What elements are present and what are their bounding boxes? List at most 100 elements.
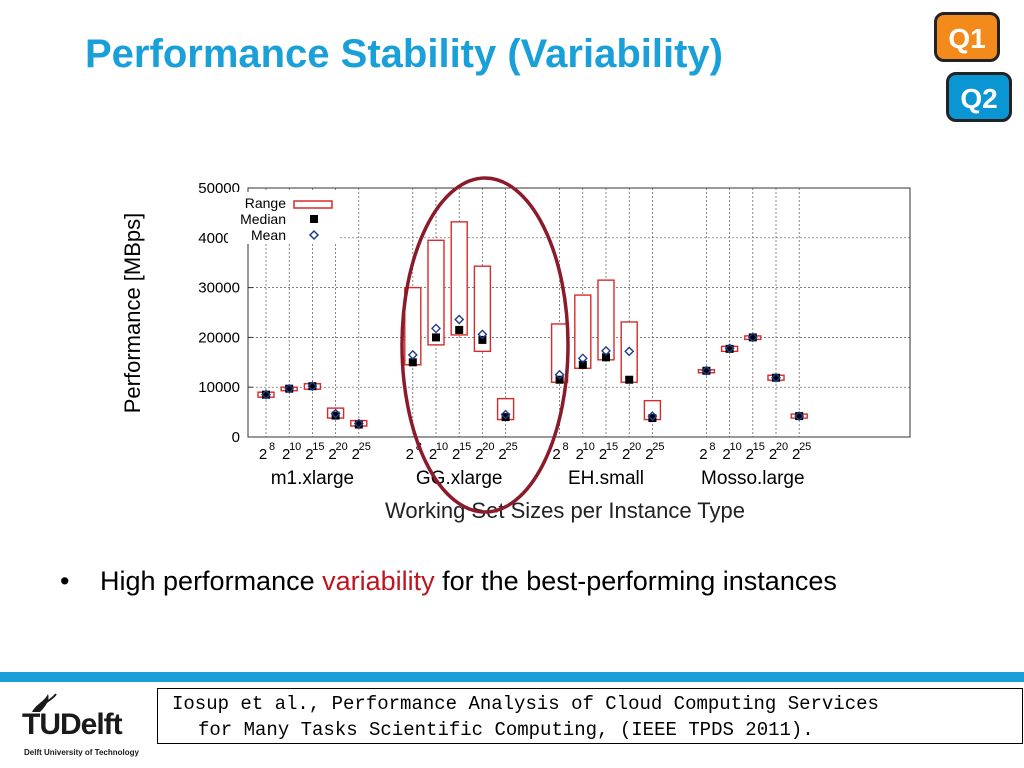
y-axis-label: Performance [MBps] [120,213,145,414]
median-marker [501,413,510,422]
x-size-exponent: 8 [563,441,569,453]
mean-marker [307,381,318,392]
x-size-exponent: 25 [652,441,664,453]
group-label: m1.xlarge [271,468,354,489]
x-size-label: 2 [259,446,267,463]
median-marker [795,412,804,421]
x-size-label: 2 [599,446,607,463]
q1-badge[interactable]: Q1 [934,12,1000,62]
chart-legend: Range Median Mean [228,192,338,244]
x-size-exponent: 25 [359,441,371,453]
q2-badge[interactable]: Q2 [946,72,1012,122]
mean-marker [701,365,712,376]
x-size-label: 2 [452,446,460,463]
x-size-label: 2 [328,446,336,463]
range-box [574,294,592,369]
x-size-label: 2 [769,446,777,463]
median-marker [455,325,464,334]
median-marker [702,366,711,375]
mean-marker [353,418,364,429]
reference-box: Iosup et al., Performance Analysis of Cl… [157,688,1023,744]
mean-marker [407,349,418,360]
mean-marker [647,411,658,422]
x-size-exponent: 15 [753,441,765,453]
median-marker [308,382,317,391]
legend-mean-marker [308,229,320,241]
x-size-label: 2 [429,446,437,463]
bullet-dot: • [60,566,70,596]
legend-mean-label: Mean [251,227,286,243]
x-size-exponent: 10 [436,441,448,453]
median-marker [331,411,340,420]
reference-line-1: Iosup et al., Performance Analysis of Cl… [172,693,879,715]
mean-marker [431,323,441,334]
x-size-exponent: 15 [606,441,618,453]
bullet-text: High performance variability for the bes… [100,566,837,596]
legend-range-label: Range [245,195,286,211]
mean-marker [577,353,588,364]
y-tick-label: 30000 [198,280,240,297]
mean-marker [477,329,488,340]
logo-subtitle: Delft University of Technology [24,748,139,757]
range-box [597,279,615,361]
mean-marker [261,389,271,400]
median-marker [648,414,657,423]
x-size-label: 2 [576,446,584,463]
median-marker [602,353,610,362]
median-marker [748,333,757,342]
median-marker [578,360,587,369]
x-size-exponent: 8 [709,441,715,453]
x-size-exponent: 15 [312,441,324,453]
x-size-label: 2 [406,446,414,463]
median-marker [262,390,270,399]
reference-line-2: for Many Tasks Scientific Computing, (IE… [198,719,814,741]
x-size-exponent: 20 [629,441,641,453]
x-size-exponent: 10 [289,441,301,453]
x-size-exponent: 25 [505,441,517,453]
mean-marker [601,345,611,356]
x-size-exponent: 20 [335,441,347,453]
plot-frame [247,187,911,438]
mean-marker [454,314,465,325]
logo-wordmark: TUDelft [22,708,123,741]
x-size-label: 2 [475,446,483,463]
x-size-label: 2 [622,446,630,463]
mean-marker [554,369,565,380]
slide-title: Performance Stability (Variability) [85,32,723,76]
mean-marker [794,411,805,422]
median-marker [725,344,734,353]
mean-marker [500,409,511,420]
mean-marker [747,332,758,343]
mean-marker [624,346,635,357]
x-size-exponent: 20 [776,441,788,453]
legend-range-swatch [293,200,333,209]
x-axis-label: Working Set Sizes per Instance Type [385,498,745,523]
median-marker [625,375,634,384]
x-size-exponent: 10 [729,441,741,453]
x-size-label: 2 [352,446,360,463]
median-marker [432,333,440,342]
mean-marker [724,343,735,354]
range-box [473,265,492,353]
footer-bar [0,672,1024,682]
range-box [620,321,638,383]
x-size-label: 2 [722,446,730,463]
median-marker [354,420,363,429]
x-size-label: 2 [552,446,560,463]
x-size-label: 2 [645,446,653,463]
chart-marks [257,221,808,429]
x-size-label: 2 [746,446,754,463]
x-size-exponent: 20 [482,441,494,453]
tudelft-logo: TUDelft Delft University of Technology [22,690,162,764]
mean-marker [771,372,781,383]
median-marker [285,384,294,393]
x-size-label: 2 [699,446,707,463]
y-tick-label: 0 [232,429,240,446]
median-marker [478,335,487,344]
x-size-exponent: 15 [459,441,471,453]
median-marker [772,373,780,382]
legend-median-marker [310,215,318,223]
x-size-label: 2 [282,446,290,463]
